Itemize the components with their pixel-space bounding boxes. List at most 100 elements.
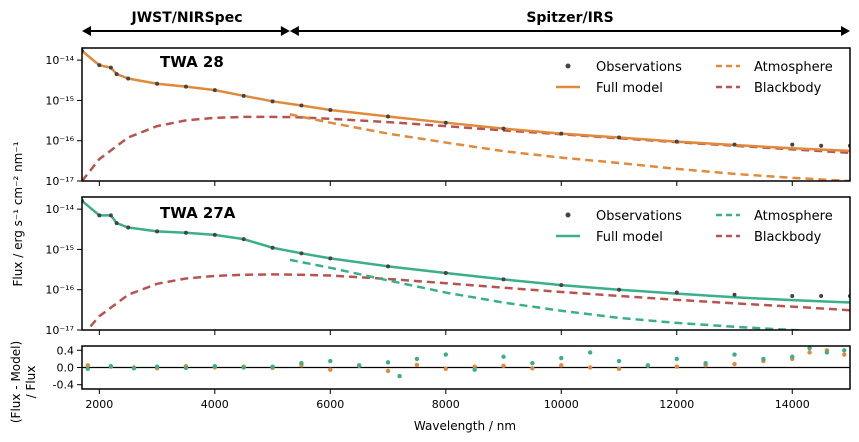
panel-title-twa27a: TWA 27A xyxy=(160,204,236,222)
series-blackbody-line xyxy=(82,115,850,181)
observation-point xyxy=(386,114,391,119)
residual-point-twa27a xyxy=(154,364,160,369)
panel-title-twa28: TWA 28 xyxy=(160,53,224,71)
legend-label-full-model: Full model xyxy=(596,81,663,96)
y-tick-label: 10⁻¹⁷ xyxy=(45,175,74,188)
panel-twa28: TWA 28 10⁻¹⁷ 10⁻¹⁶ 10⁻¹⁵ 10⁻¹⁴ xyxy=(45,47,851,188)
residual-point-twa27a xyxy=(299,361,304,366)
observation-point xyxy=(328,107,333,112)
observation-point xyxy=(443,120,448,125)
y-tick-label: -0.4 xyxy=(53,379,74,392)
instrument-label-jwst: JWST/NIRSpec xyxy=(130,10,242,26)
observation-point xyxy=(674,139,679,144)
residual-point-twa27a xyxy=(108,364,114,369)
legend-label-atmosphere: Atmosphere xyxy=(754,209,833,224)
observation-point xyxy=(443,270,448,275)
panel-twa27a: TWA 27A 10⁻¹⁷ 10⁻¹⁶ 10⁻¹⁵ 10⁻¹⁴ xyxy=(45,196,851,337)
residual-point-twa28 xyxy=(559,363,564,368)
residual-point-twa28 xyxy=(328,367,333,372)
observation-point xyxy=(501,277,506,282)
residual-point-twa28 xyxy=(732,361,737,367)
observation-point xyxy=(212,88,217,93)
observation-point xyxy=(212,232,217,237)
plot-area xyxy=(82,198,850,330)
observation-point xyxy=(183,84,188,89)
residual-point-twa28 xyxy=(385,368,391,374)
arrow-spitzer-head-left xyxy=(289,26,299,36)
y-tick-label: 10⁻¹⁵ xyxy=(45,94,74,107)
panel-residuals: 0.4 0.0 -0.4 2000 4000 6000 8000 10000 12000 1400… xyxy=(53,344,851,411)
instrument-arrows xyxy=(82,26,850,36)
residual-point-twa27a xyxy=(807,346,812,351)
observation-point xyxy=(299,103,304,108)
x-tick-label: 10000 xyxy=(544,398,579,411)
x-tick-label: 12000 xyxy=(659,398,694,411)
x-tick-label: 14000 xyxy=(775,398,810,411)
residual-point-twa28 xyxy=(587,365,593,370)
observation-point xyxy=(559,283,564,288)
legend-label-atmosphere: Atmosphere xyxy=(754,60,833,75)
residual-point-twa27a xyxy=(183,365,189,371)
x-tick-label: 4000 xyxy=(201,398,229,411)
residual-point-twa27a xyxy=(559,355,564,361)
legend-label-observations: Observations xyxy=(596,209,682,224)
plot-area xyxy=(82,346,850,379)
observation-point xyxy=(790,293,795,298)
legend-label-observations: Observations xyxy=(596,60,682,75)
residual-point-twa27a xyxy=(842,348,847,353)
residual-point-twa27a xyxy=(732,352,737,357)
y-tick-label: 0.0 xyxy=(57,362,75,375)
panel-frame xyxy=(81,47,851,182)
residual-point-twa27a xyxy=(472,367,477,372)
residual-point-twa28 xyxy=(530,366,535,371)
observation-point xyxy=(270,245,275,250)
y-tick-label: 10⁻¹⁵ xyxy=(45,243,74,256)
observation-point xyxy=(732,142,737,147)
instrument-label-spitzer: Spitzer/IRS xyxy=(526,10,613,26)
residual-point-twa27a xyxy=(397,373,402,379)
observation-point xyxy=(108,65,113,70)
residual-point-twa28 xyxy=(616,366,622,371)
residual-point-twa28 xyxy=(443,366,448,371)
y-tick-label: 0.4 xyxy=(57,344,75,357)
residual-point-twa27a xyxy=(703,361,708,366)
y-tick-label: 10⁻¹⁴ xyxy=(45,203,74,216)
residual-point-twa27a xyxy=(443,352,448,357)
residual-point-twa27a xyxy=(85,366,90,371)
residual-point-twa27a xyxy=(356,363,362,368)
y-tick-label: 10⁻¹⁷ xyxy=(45,324,74,337)
residual-point-twa28 xyxy=(472,364,477,369)
observation-point xyxy=(819,293,824,298)
series-atmosphere-line xyxy=(289,258,818,330)
arrow-jwst-head-left xyxy=(82,26,91,36)
residual-point-twa27a xyxy=(131,366,137,371)
observation-point xyxy=(617,135,622,140)
x-tick-label: 2000 xyxy=(85,398,113,411)
observation-point xyxy=(386,264,391,269)
residual-point-twa27a xyxy=(674,356,679,362)
residual-point-twa28 xyxy=(501,363,506,368)
residual-point-twa27a xyxy=(501,354,506,359)
instrument-banner: JWST/NIRSpec Spitzer/IRS xyxy=(82,10,850,36)
y-axis-label-flux: Flux / erg s⁻¹ cm⁻² nm⁻¹ xyxy=(11,141,25,286)
observation-point xyxy=(155,81,160,86)
y-tick-label: 10⁻¹⁶ xyxy=(45,135,74,148)
observation-point xyxy=(270,99,275,104)
observation-point xyxy=(819,143,824,148)
residual-point-twa27a xyxy=(414,356,420,362)
x-axis-label: Wavelength / nm xyxy=(414,419,516,433)
residual-point-twa27a xyxy=(270,364,275,369)
observation-point xyxy=(241,93,246,98)
observation-point xyxy=(126,76,131,81)
plot-area xyxy=(82,48,850,181)
panel-frame xyxy=(81,345,851,390)
observation-point xyxy=(617,287,622,292)
residual-point-twa27a xyxy=(645,363,651,368)
series-atmosphere-line xyxy=(289,113,850,181)
y-axis-label-residual-line1: (Flux - Model) xyxy=(9,341,23,423)
residual-point-twa27a xyxy=(530,361,535,366)
panel-frame xyxy=(81,196,851,331)
observation-point xyxy=(114,221,119,226)
residual-point-twa28 xyxy=(414,362,420,368)
